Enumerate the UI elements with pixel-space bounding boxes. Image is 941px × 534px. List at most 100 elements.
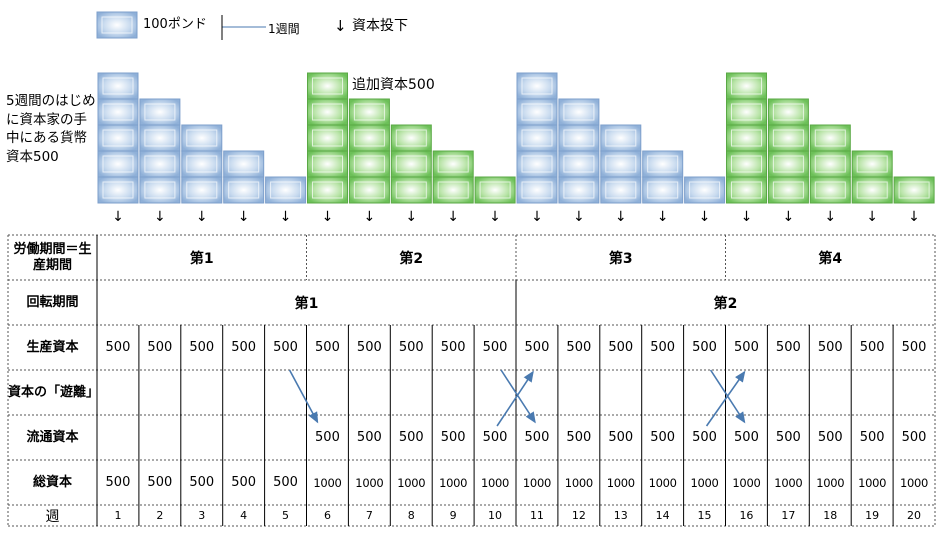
week-number-cell: 16: [739, 509, 754, 522]
total-capital-cell: 1000: [774, 475, 803, 490]
circulating-capital-cell: 500: [482, 430, 508, 445]
week-number-cell: 13: [613, 509, 628, 522]
total-capital-cell: 1000: [690, 475, 719, 490]
capital-block-blue: [600, 150, 642, 178]
circulating-capital-cell: 500: [524, 430, 550, 445]
production-capital-cell: 500: [692, 340, 717, 355]
total-capital-cell: 500: [147, 475, 173, 490]
row-label-total-capital: 総資本: [32, 474, 72, 490]
capital-block-green: [851, 150, 893, 178]
total-capital-cell: 500: [189, 475, 215, 490]
week-number-cell: 18: [823, 509, 838, 522]
circulating-capital-cell: 500: [775, 430, 801, 445]
production-capital-cell: 500: [105, 340, 131, 355]
capital-block-blue: [600, 176, 642, 204]
labor-period-cell: 第2: [399, 250, 424, 267]
production-capital-cell: 500: [775, 340, 801, 355]
investment-arrow-icon: ↓: [908, 209, 920, 225]
capital-block-blue: [642, 176, 684, 204]
production-capital-cell: 500: [273, 340, 298, 355]
capital-block-green: [809, 124, 851, 152]
circulating-capital-cell: 500: [734, 430, 759, 445]
capital-block-green: [474, 176, 516, 204]
week-number-cell: 12: [571, 509, 586, 522]
production-capital-cell: 500: [398, 340, 424, 355]
capital-block-green: [307, 72, 348, 100]
week-number-cell: 8: [407, 509, 415, 522]
row-label-turnover-period: 回転期間: [26, 294, 79, 310]
capital-block-blue: [558, 150, 600, 178]
capital-block-green: [726, 72, 767, 100]
investment-arrow-icon: ↓: [112, 209, 124, 225]
total-capital-cell: 1000: [397, 475, 426, 490]
capital-block-green: [348, 98, 390, 126]
legend-block-icon: [96, 11, 138, 39]
week-number-cell: 11: [529, 509, 544, 522]
week-number-cell: 2: [156, 509, 164, 522]
total-capital-cell: 1000: [858, 475, 887, 490]
investment-arrow-icon: ↓: [405, 209, 418, 225]
investment-arrow-icon: ↓: [740, 209, 753, 225]
circulating-capital-cell: [223, 415, 265, 460]
production-capital-cell: 500: [189, 340, 215, 355]
capital-block-green: [893, 176, 935, 204]
legend-line-icon: [221, 15, 266, 40]
investment-arrow-icon: ↓: [614, 209, 627, 225]
capital-block-blue: [516, 72, 558, 100]
circulating-capital-cell: 500: [398, 430, 424, 445]
capital-block-green: [767, 176, 809, 204]
investment-arrow-icon: ↓: [531, 209, 543, 225]
total-capital-cell: 1000: [481, 475, 510, 490]
production-capital-cell: 500: [440, 340, 466, 355]
release-arrow: [705, 370, 746, 427]
capital-block-green: [767, 150, 809, 178]
production-capital-cell: 500: [482, 340, 508, 355]
legend-arrow-icon: ↓: [334, 17, 347, 35]
labor-period-cell: 第1: [189, 250, 214, 267]
total-capital-cell: 1000: [564, 475, 593, 490]
legend-arrow-label: 資本投下: [352, 18, 408, 34]
investment-arrow-icon: ↓: [572, 209, 585, 225]
capital-block-green: [307, 98, 348, 126]
week-number-cell: 10: [488, 509, 503, 522]
circulating-capital-cell: [265, 415, 307, 460]
week-number-cell: 9: [449, 509, 457, 522]
legend-line-label: 1週間: [268, 22, 300, 36]
release-arrow: [288, 369, 319, 424]
row-label-production-capital: 生産資本: [26, 339, 79, 355]
circulating-capital-cell: [97, 415, 139, 460]
production-capital-cell: 500: [734, 340, 759, 355]
week-number-cell: 20: [907, 509, 922, 522]
capital-block-blue: [223, 176, 265, 204]
release-arrows: [288, 369, 746, 427]
capital-block-blue: [139, 98, 181, 126]
total-capital-cell: 500: [273, 475, 298, 490]
production-capital-cell: 500: [315, 340, 340, 355]
capital-block-green: [767, 98, 809, 126]
capital-block-blue: [642, 150, 684, 178]
capital-block-blue: [516, 124, 558, 152]
capital-block-blue: [558, 176, 600, 204]
capital-block-blue: [139, 124, 181, 152]
capital-block-blue: [97, 98, 139, 126]
row-label-weeks: 週: [45, 508, 60, 525]
circulating-capital-cell: 500: [566, 430, 592, 445]
capital-block-blue: [558, 124, 600, 152]
capital-block-blue: [265, 176, 307, 204]
capital-block-blue: [139, 176, 181, 204]
total-capital-cell: 500: [231, 475, 257, 490]
investment-arrow-icon: ↓: [782, 209, 795, 225]
capital-block-blue: [97, 176, 139, 204]
capital-block-green: [432, 176, 474, 204]
turnover-period-cell: 第2: [713, 295, 738, 312]
circulating-capital-cell: 500: [608, 430, 634, 445]
capital-block-green: [307, 176, 348, 204]
capital-block-blue: [181, 176, 223, 204]
circulating-capital-cell: 500: [440, 430, 466, 445]
capital-block-green: [307, 150, 348, 178]
capital-block-green: [726, 98, 767, 126]
production-capital-cell: 500: [147, 340, 173, 355]
capital-block-blue: [684, 176, 726, 204]
row-label-labor-period: 労働期間＝生産期間: [13, 241, 92, 273]
